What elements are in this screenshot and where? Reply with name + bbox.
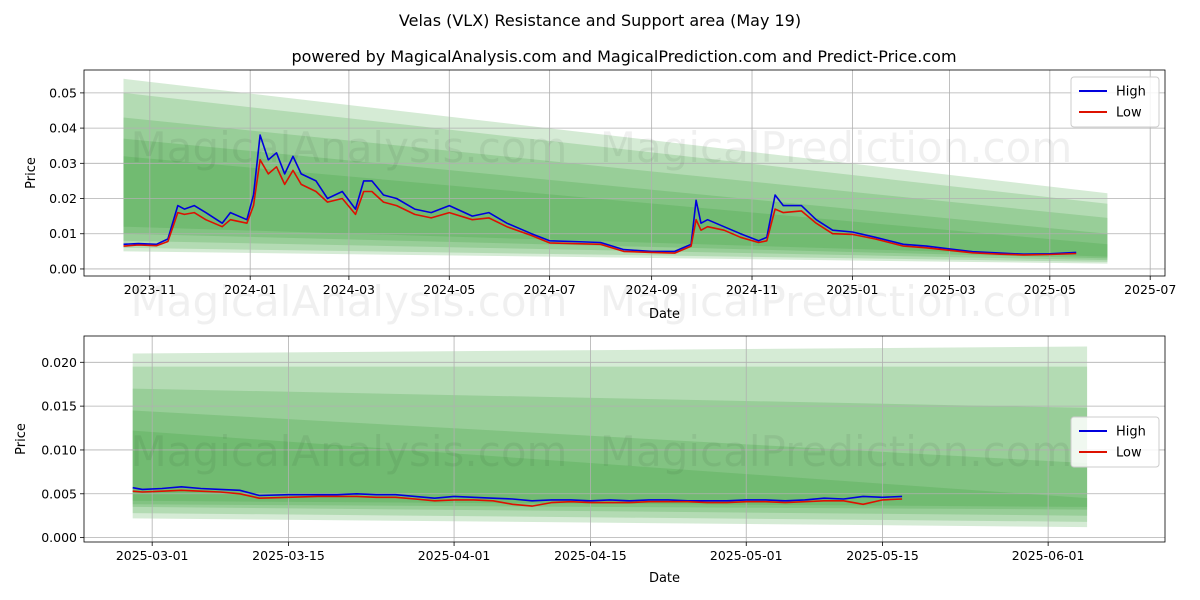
x-tick-label: 2025-04-01 — [418, 548, 491, 563]
y-tick-label: 0.01 — [49, 226, 77, 241]
y-tick-label: 0.015 — [41, 399, 77, 414]
top-panel: MagicalAnalysis.com MagicalPrediction.com… — [24, 69, 1176, 326]
legend-label-high: High — [1116, 425, 1146, 440]
watermark-prediction: MagicalPrediction.com — [600, 427, 1073, 476]
watermark-analysis: MagicalAnalysis.com — [131, 123, 568, 172]
y-tick-label: 0.04 — [49, 121, 77, 136]
x-axis-label: Date — [649, 307, 680, 322]
y-axis-label: Price — [14, 423, 29, 455]
chart-title: Velas (VLX) Resistance and Support area … — [399, 11, 801, 30]
watermark-prediction: MagicalPrediction.com — [600, 123, 1073, 172]
x-tick-label: 2025-03-15 — [252, 548, 325, 563]
band-3 — [132, 410, 1088, 510]
band-2 — [132, 388, 1088, 516]
plot-frame — [83, 69, 1166, 277]
x-tick-label: 2025-05-15 — [846, 548, 919, 563]
band-1 — [132, 366, 1088, 522]
x-tick-label: 2025-07 — [1124, 282, 1176, 297]
bottom-panel: MagicalAnalysis.com MagicalPrediction.com… — [14, 335, 1166, 586]
x-tick-label: 2024-01 — [224, 282, 276, 297]
x-tick-label: 2025-03-01 — [116, 548, 189, 563]
x-tick-label: 2025-04-15 — [554, 548, 627, 563]
legend-box — [1070, 416, 1160, 468]
y-tick-label: 0.005 — [41, 486, 77, 501]
y-tick-label: 0.010 — [41, 442, 77, 457]
y-tick-label: 0.00 — [49, 261, 77, 276]
watermark-analysis-lower: MagicalAnalysis.com — [131, 277, 568, 326]
y-tick-label: 0.02 — [49, 191, 77, 206]
legend-box — [1070, 76, 1160, 128]
chart-subtitle: powered by MagicalAnalysis.com and Magic… — [291, 47, 956, 66]
watermark-prediction-lower: MagicalPrediction.com — [600, 277, 1073, 326]
series-line-high — [132, 486, 903, 502]
x-tick-label: 2024-07 — [524, 282, 576, 297]
x-tick-label: 2025-06-01 — [1012, 548, 1085, 563]
series-line-low — [123, 159, 1077, 256]
x-tick-label: 2024-05 — [423, 282, 475, 297]
plot-content: MagicalAnalysis.com MagicalPrediction.com — [84, 70, 1165, 276]
band-0 — [123, 78, 1108, 264]
y-axis-label: Price — [24, 157, 39, 189]
plot-frame — [83, 335, 1166, 543]
band-0 — [132, 346, 1088, 528]
watermark-analysis: MagicalAnalysis.com — [131, 427, 568, 476]
legend-label-low: Low — [1116, 106, 1142, 121]
legend-label-low: Low — [1116, 446, 1142, 461]
legend-label-high: High — [1116, 85, 1146, 100]
legend: High Low — [1070, 76, 1160, 128]
y-tick-label: 0.020 — [41, 355, 77, 370]
y-tick-label: 0.05 — [49, 85, 77, 100]
plot-content: MagicalAnalysis.com MagicalPrediction.com — [84, 336, 1165, 542]
x-tick-label: 2025-05-01 — [710, 548, 783, 563]
legend: High Low — [1070, 416, 1160, 468]
x-tick-label: 2023-11 — [124, 282, 176, 297]
plot-area — [84, 336, 1165, 542]
x-tick-label: 2025-05 — [1024, 282, 1076, 297]
x-tick-label: 2025-01 — [826, 282, 878, 297]
x-tick-label: 2025-03 — [923, 282, 975, 297]
series-line-low — [132, 489, 903, 507]
x-tick-label: 2024-09 — [626, 282, 678, 297]
band-2 — [123, 117, 1108, 261]
band-1 — [123, 92, 1108, 262]
y-tick-label: 0.000 — [41, 530, 77, 545]
series-line-high — [123, 134, 1077, 255]
y-tick-label: 0.03 — [49, 156, 77, 171]
x-axis-label: Date — [649, 571, 680, 586]
x-tick-label: 2024-03 — [323, 282, 375, 297]
x-tick-label: 2024-11 — [726, 282, 778, 297]
plot-area — [84, 70, 1165, 276]
